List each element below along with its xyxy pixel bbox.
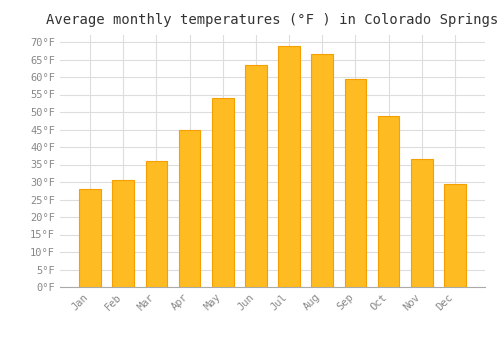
Bar [278,46,300,287]
Bar [146,161,167,287]
Title: Average monthly temperatures (°F ) in Colorado Springs: Average monthly temperatures (°F ) in Co… [46,13,498,27]
Bar [378,116,400,287]
Bar [411,159,432,287]
Bar [312,54,333,287]
Bar [245,65,266,287]
Bar [444,184,466,287]
Bar [212,98,234,287]
Bar [80,189,101,287]
Bar [112,180,134,287]
Bar [344,79,366,287]
Bar [179,130,201,287]
